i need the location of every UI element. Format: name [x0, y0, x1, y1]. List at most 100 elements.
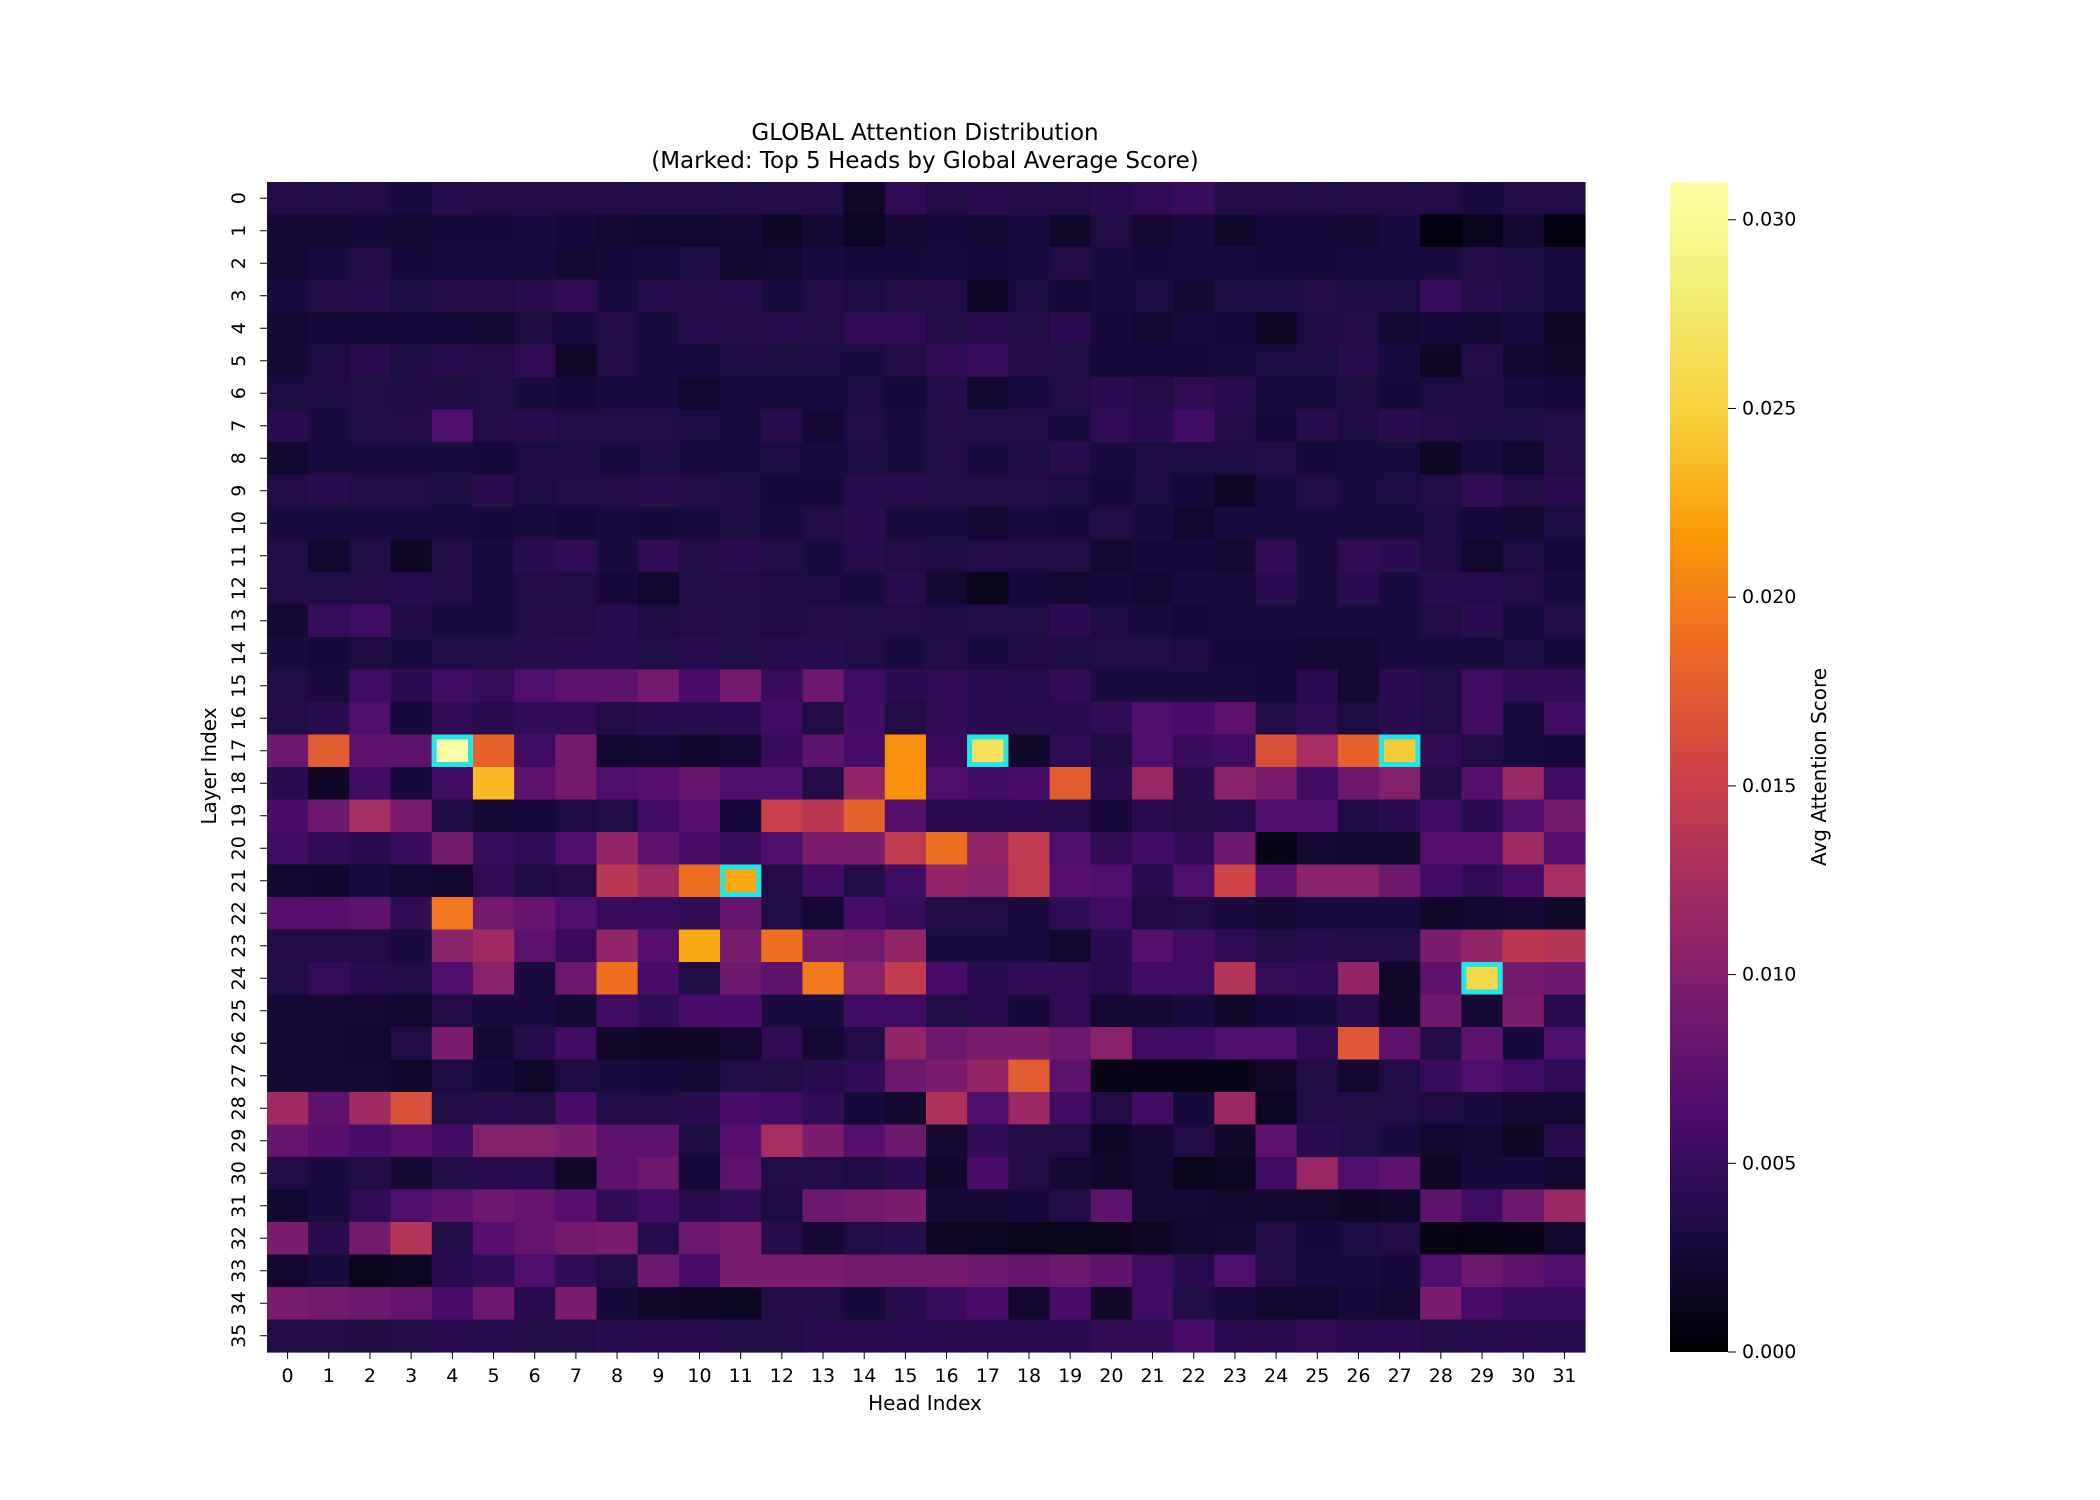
colorbar-tick-label: 0.015	[1742, 775, 1796, 797]
heatmap-cell	[308, 182, 350, 216]
heatmap-cell	[308, 1319, 350, 1353]
heatmap-cell	[1131, 279, 1174, 313]
heatmap-cell	[1214, 1222, 1257, 1256]
heatmap-cell	[1379, 864, 1421, 898]
heatmap-cell	[1255, 182, 1298, 216]
y-tick-label: 29	[228, 1129, 250, 1153]
heatmap-cell	[1379, 1254, 1421, 1288]
heatmap-cell	[1296, 864, 1339, 898]
heatmap-cell	[431, 1059, 474, 1093]
heatmap-cell	[1461, 312, 1504, 346]
heatmap-cell	[596, 1027, 639, 1061]
heatmap-cell	[596, 572, 639, 606]
heatmap-cell	[472, 604, 515, 638]
y-tick-label: 13	[228, 609, 250, 633]
heatmap-cell	[308, 442, 350, 476]
heatmap-cell	[678, 1254, 721, 1288]
heatmap-cell	[1214, 832, 1257, 866]
heatmap-cell	[720, 962, 762, 996]
heatmap-cell	[514, 604, 556, 638]
y-tick-label: 9	[228, 485, 250, 497]
heatmap-cell	[637, 1319, 680, 1353]
heatmap-cell	[1420, 409, 1463, 443]
heatmap-cell	[1337, 929, 1380, 963]
y-tick-label: 2	[228, 257, 250, 269]
heatmap-cell	[1131, 832, 1174, 866]
heatmap-cell	[472, 572, 515, 606]
heatmap-cell	[1543, 1092, 1586, 1126]
heatmap-cell	[267, 734, 309, 768]
heatmap-cell	[514, 832, 556, 866]
heatmap-cell	[1008, 669, 1051, 703]
heatmap-cell	[1049, 1287, 1092, 1321]
heatmap-cell	[1502, 474, 1545, 508]
heatmap-cell	[720, 897, 762, 931]
heatmap-cell	[390, 539, 433, 573]
heatmap-cell	[1420, 572, 1463, 606]
x-tick-label: 22	[1182, 1365, 1206, 1387]
heatmap-cell	[1296, 1092, 1339, 1126]
heatmap-cell	[267, 1222, 309, 1256]
heatmap-cell	[596, 637, 639, 671]
heatmap-cell	[1379, 1189, 1421, 1223]
heatmap-cell	[1461, 344, 1504, 378]
heatmap-cell	[884, 572, 927, 606]
heatmap-cell	[1173, 1254, 1215, 1288]
colorbar-tick-label: 0.020	[1742, 586, 1796, 608]
heatmap-cell	[1379, 1027, 1421, 1061]
heatmap-cell	[802, 442, 845, 476]
heatmap-cell	[843, 1027, 886, 1061]
heatmap-cell	[802, 1189, 845, 1223]
heatmap-cell	[1049, 1027, 1092, 1061]
heatmap-cell	[390, 1222, 433, 1256]
heatmap-cell	[1337, 182, 1380, 216]
x-tick-label: 0	[282, 1365, 294, 1387]
heatmap-cell	[514, 1319, 556, 1353]
heatmap-cell	[884, 1124, 927, 1158]
heatmap-cell	[555, 279, 598, 313]
heatmap-cell	[843, 214, 886, 248]
heatmap-cell	[1379, 962, 1421, 996]
heatmap-cell	[1337, 1059, 1380, 1093]
heatmap-cell	[1461, 799, 1504, 833]
heatmap-cell	[1214, 1059, 1257, 1093]
y-axis-ticks: 0123456789101112131415161718192021222324…	[228, 192, 267, 1348]
heatmap-cell	[1131, 702, 1174, 736]
heatmap-cell	[267, 409, 309, 443]
heatmap-cell	[1461, 1222, 1504, 1256]
heatmap-cell	[678, 572, 721, 606]
heatmap-cell	[1090, 182, 1133, 216]
heatmap-cell	[1173, 897, 1215, 931]
heatmap-cell	[967, 897, 1009, 931]
heatmap-cell	[884, 442, 927, 476]
heatmap-cell	[926, 1059, 968, 1093]
heatmap-cell	[431, 247, 474, 281]
heatmap-cell	[1543, 929, 1586, 963]
heatmap-cell	[843, 1092, 886, 1126]
heatmap-cell	[926, 1124, 968, 1158]
heatmap-cell	[761, 1157, 804, 1191]
heatmap-cell	[472, 864, 515, 898]
heatmap-cell	[431, 182, 474, 216]
heatmap-cell	[390, 604, 433, 638]
heatmap-cell	[555, 1222, 598, 1256]
heatmap-cell	[431, 994, 474, 1028]
heatmap-cell	[390, 182, 433, 216]
colorbar-tick-label: 0.000	[1742, 1341, 1796, 1363]
heatmap-cell	[967, 182, 1009, 216]
heatmap-cell	[1502, 539, 1545, 573]
heatmap-cell	[472, 344, 515, 378]
heatmap-cell	[678, 214, 721, 248]
heatmap-cell	[1379, 669, 1421, 703]
heatmap-cell	[802, 864, 845, 898]
heatmap-cell	[472, 312, 515, 346]
heatmap-cell	[390, 377, 433, 411]
heatmap-cell	[1502, 897, 1545, 931]
heatmap-cell	[678, 377, 721, 411]
heatmap-cell	[720, 1287, 762, 1321]
heatmap-cell	[678, 962, 721, 996]
heatmap-cell	[555, 604, 598, 638]
heatmap-cell	[967, 312, 1009, 346]
heatmap-cell	[1255, 637, 1298, 671]
heatmap-cell	[596, 994, 639, 1028]
